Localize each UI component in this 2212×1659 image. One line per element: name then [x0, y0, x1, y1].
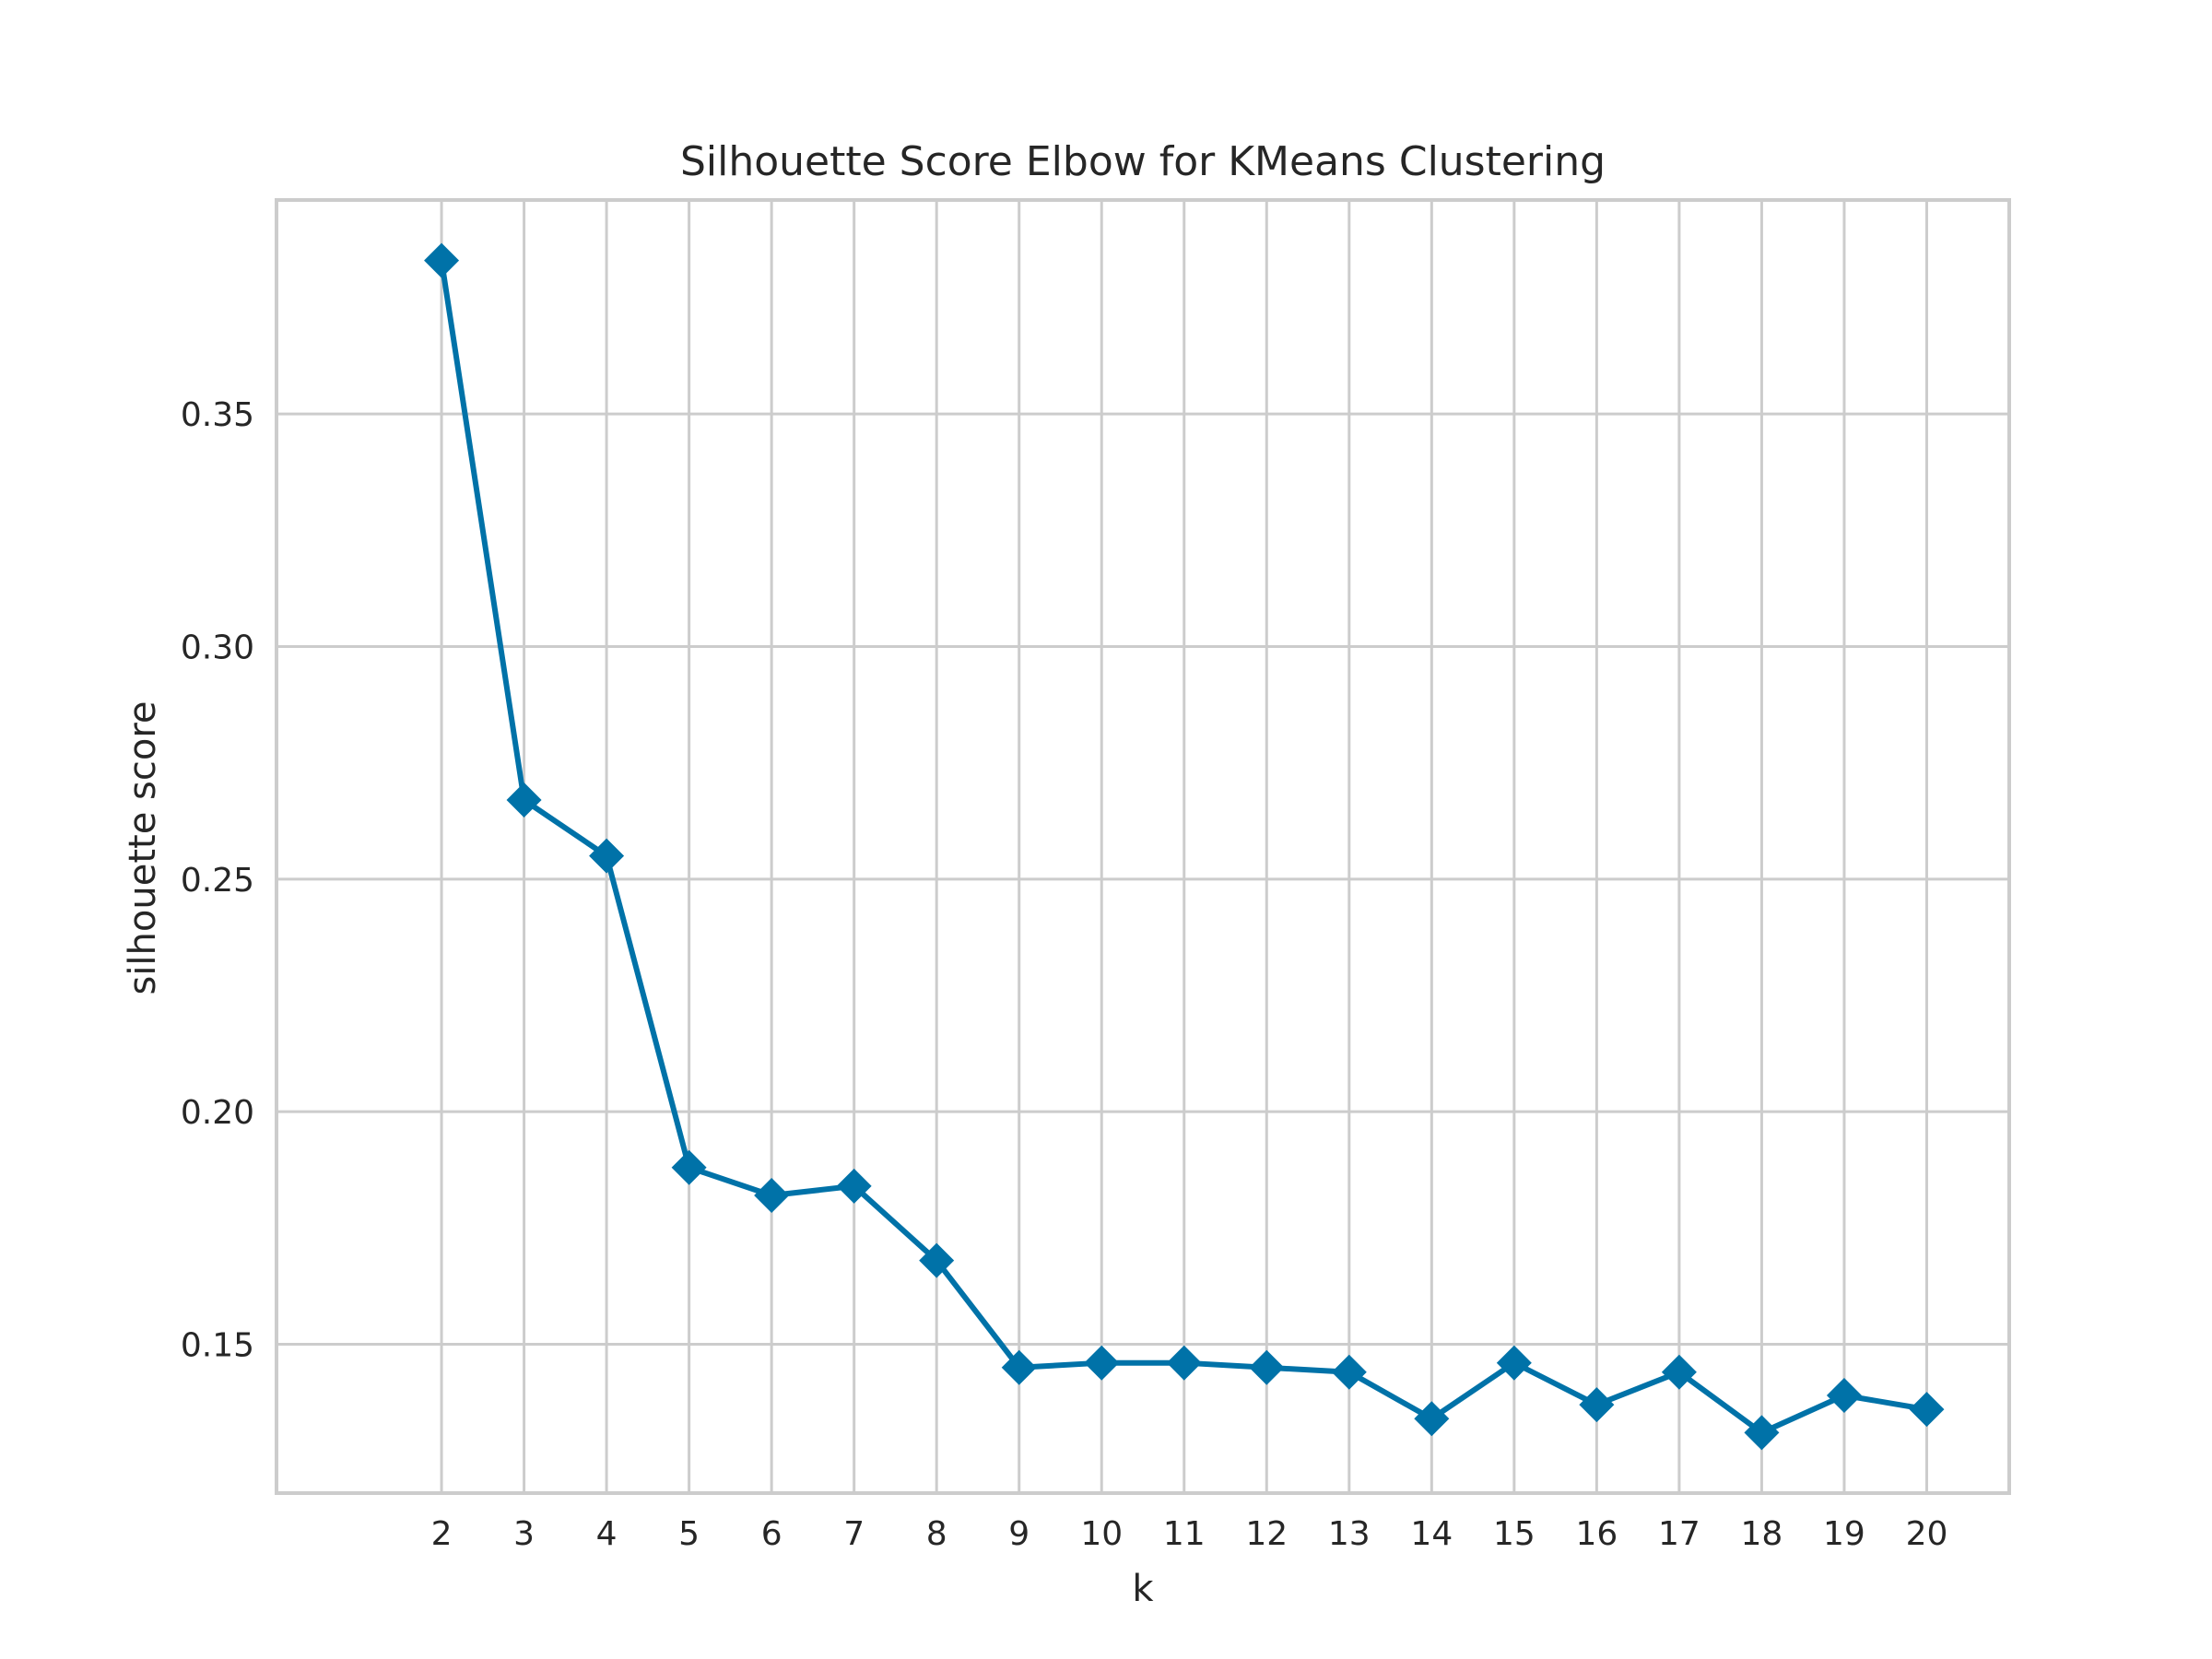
y-tick-label: 0.15 — [181, 1327, 254, 1365]
x-tick-label: 3 — [513, 1515, 535, 1553]
y-tick-label: 0.25 — [181, 862, 254, 900]
data-point-marker — [1579, 1387, 1615, 1423]
x-tick-label: 17 — [1658, 1515, 1700, 1553]
data-point-marker — [1166, 1345, 1202, 1381]
data-point-marker — [754, 1178, 790, 1214]
data-point-marker — [1414, 1401, 1450, 1437]
x-tick-label: 10 — [1080, 1515, 1123, 1553]
data-point-marker — [1909, 1392, 1945, 1428]
data-point-marker — [1084, 1345, 1120, 1381]
data-point-marker — [919, 1242, 955, 1278]
x-tick-label: 19 — [1823, 1515, 1865, 1553]
x-tick-label: 4 — [596, 1515, 618, 1553]
y-axis-label: silhouette score — [122, 700, 164, 994]
x-tick-label: 13 — [1328, 1515, 1371, 1553]
y-tick-labels: 0.15 0.20 0.25 0.30 0.35 — [181, 396, 254, 1364]
grid — [276, 200, 2009, 1493]
x-tick-label: 2 — [431, 1515, 453, 1553]
plot-frame — [275, 198, 2011, 1495]
data-point-marker — [1661, 1354, 1697, 1390]
data-point-marker — [1496, 1345, 1532, 1381]
x-tick-label: 9 — [1008, 1515, 1030, 1553]
x-tick-label: 11 — [1163, 1515, 1206, 1553]
data-point-marker — [1744, 1415, 1780, 1451]
y-tick-label: 0.35 — [181, 396, 254, 434]
data-point-marker — [1826, 1378, 1862, 1414]
y-tick-label: 0.30 — [181, 629, 254, 666]
x-tick-label: 18 — [1741, 1515, 1783, 1553]
series-layer — [424, 242, 1945, 1451]
data-point-marker — [836, 1168, 872, 1204]
x-tick-label: 20 — [1906, 1515, 1948, 1553]
data-point-marker — [1331, 1354, 1367, 1390]
x-tick-label: 7 — [843, 1515, 865, 1553]
y-tick-label: 0.20 — [181, 1094, 254, 1132]
x-tick-label: 5 — [678, 1515, 700, 1553]
x-tick-label: 8 — [926, 1515, 947, 1553]
x-tick-labels: 2 3 4 5 6 7 8 9 10 11 12 13 14 15 16 17 18 19 20 — [431, 1515, 1948, 1553]
data-point-marker — [671, 1149, 707, 1185]
x-tick-label: 16 — [1575, 1515, 1618, 1553]
data-point-marker — [1001, 1349, 1037, 1385]
x-tick-label: 14 — [1410, 1515, 1453, 1553]
data-point-marker — [506, 782, 542, 818]
data-point-marker — [424, 242, 460, 278]
x-tick-label: 15 — [1493, 1515, 1535, 1553]
x-tick-label: 6 — [761, 1515, 782, 1553]
x-axis-label: k — [1132, 1568, 1154, 1610]
x-tick-label: 12 — [1245, 1515, 1288, 1553]
data-point-marker — [589, 838, 625, 874]
chart-title: Silhouette Score Elbow for KMeans Cluste… — [680, 138, 1606, 185]
data-point-marker — [1249, 1349, 1285, 1385]
